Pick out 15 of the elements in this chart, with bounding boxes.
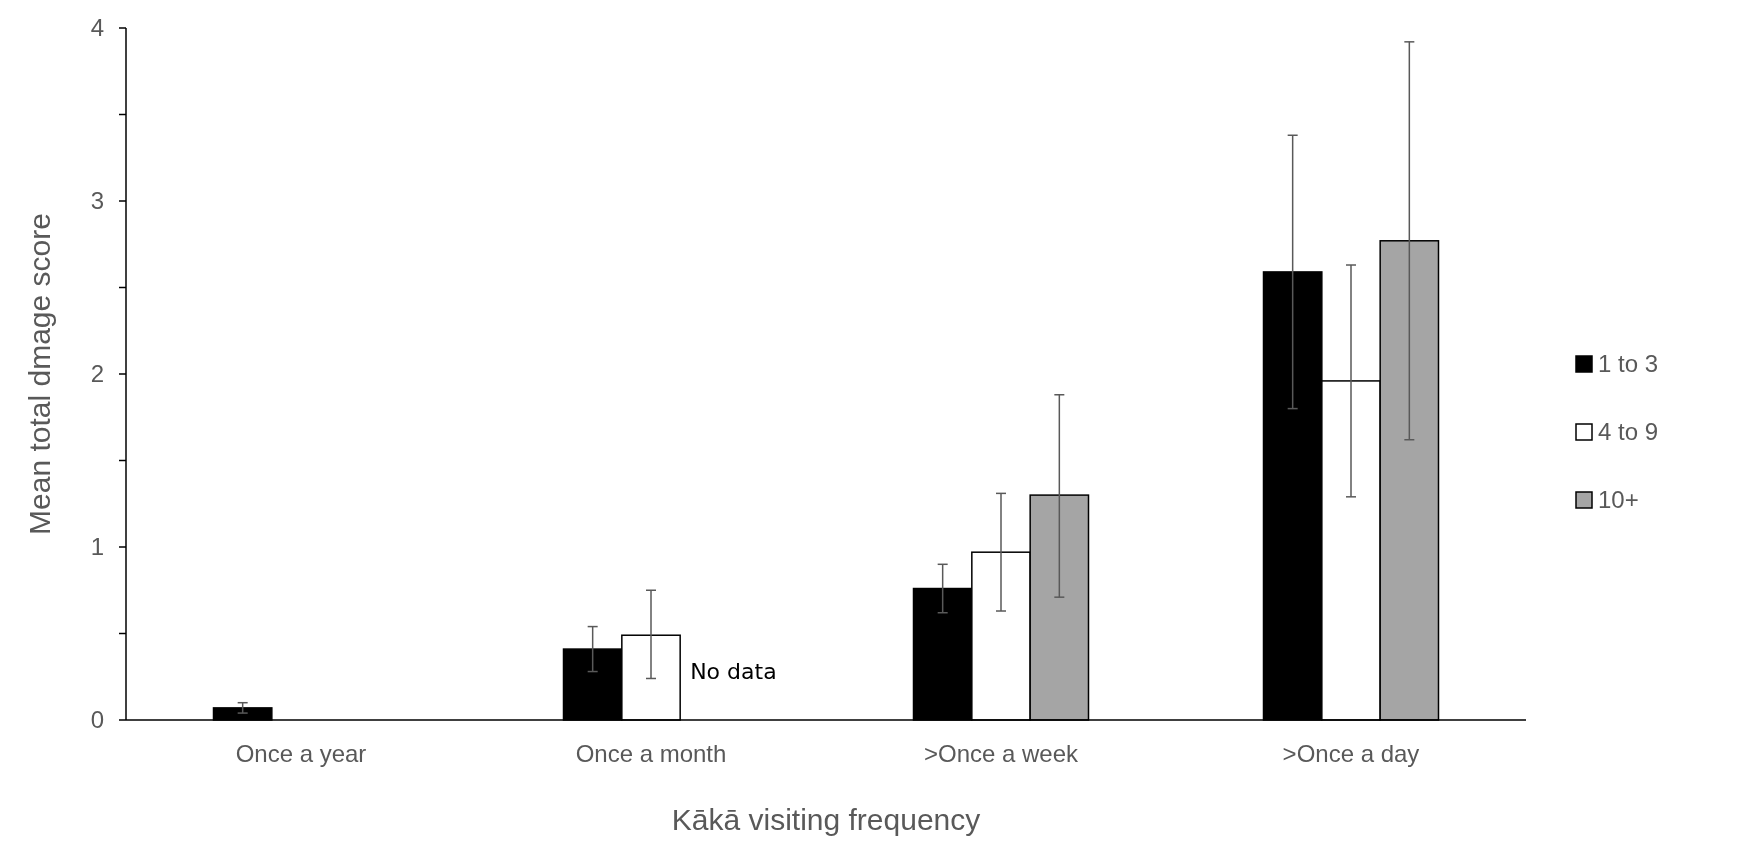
legend-label: 1 to 3 — [1598, 350, 1659, 378]
y-tick-label: 2 — [90, 360, 104, 388]
y-tick-label: 1 — [90, 533, 104, 561]
x-tick-label: >Once a week — [923, 740, 1080, 767]
x-axis-title: Kākā visiting frequency — [671, 803, 981, 836]
y-tick-label: 4 — [90, 14, 104, 42]
x-tick-label: Once a year — [235, 740, 367, 767]
legend-label: 10+ — [1598, 486, 1639, 514]
x-tick-label: Once a month — [575, 740, 727, 767]
y-axis-title: Mean total dmage score — [23, 213, 56, 535]
y-tick-label: 3 — [90, 187, 104, 215]
annotation: No data — [690, 659, 777, 685]
y-tick-label: 0 — [90, 706, 104, 734]
x-tick-label: >Once a day — [1282, 740, 1420, 767]
legend-label: 4 to 9 — [1598, 418, 1659, 446]
